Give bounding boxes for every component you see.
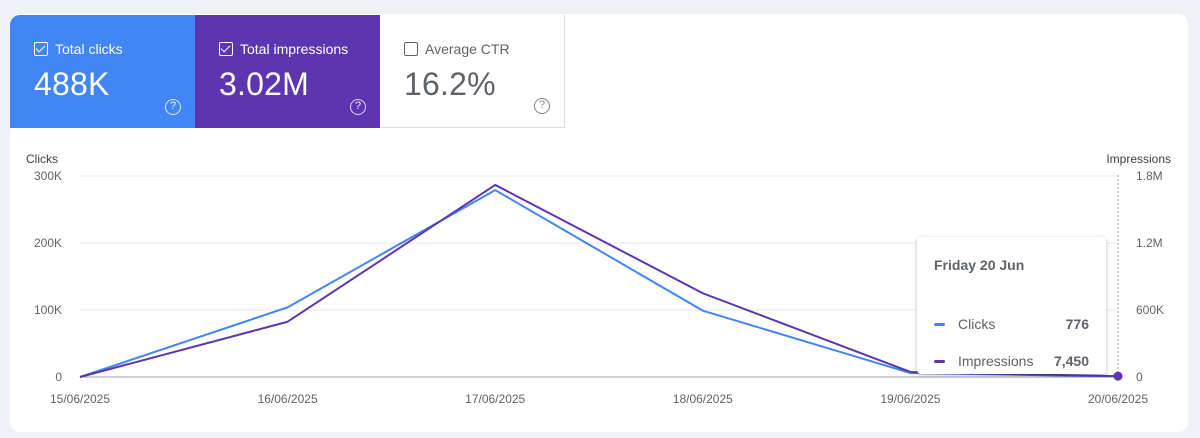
impressions-legend-icon xyxy=(934,359,945,363)
metric-label: Average CTR xyxy=(425,41,510,57)
hover-point-marker xyxy=(1113,371,1123,381)
tooltip-series-value: 776 xyxy=(1065,316,1089,332)
help-icon[interactable]: ? xyxy=(534,98,550,114)
right-axis-tick-label: 600K xyxy=(1136,303,1164,317)
left-axis-title: Clicks xyxy=(26,152,58,166)
x-axis-tick-label: 16/06/2025 xyxy=(258,392,318,406)
metric-label-row: Average CTR xyxy=(404,41,510,57)
right-axis-ticks: 0 600K 1.2M 1.8M xyxy=(1136,169,1164,384)
metric-label-row: Total clicks xyxy=(34,41,123,57)
x-axis-tick-label: 15/06/2025 xyxy=(50,392,110,406)
tooltip-title: Friday 20 Jun xyxy=(934,257,1025,273)
x-axis-tick-label: 19/06/2025 xyxy=(880,392,940,406)
x-axis-tick-label: 18/06/2025 xyxy=(673,392,733,406)
x-axis-ticks: 15/06/2025 16/06/2025 17/06/2025 18/06/2025… xyxy=(50,392,1148,406)
metric-label-row: Total impressions xyxy=(219,41,348,57)
tooltip-row-impressions: Impressions 7,450 xyxy=(934,353,1089,369)
clicks-legend-icon xyxy=(934,322,945,326)
performance-card: Total clicks 488K ? Total impressions 3.… xyxy=(10,14,1188,432)
metric-average-ctr[interactable]: Average CTR 16.2% ? xyxy=(380,15,565,128)
x-axis-tick-label: 20/06/2025 xyxy=(1088,392,1148,406)
metric-label: Total clicks xyxy=(55,41,123,57)
left-axis-tick-label: 0 xyxy=(55,370,62,384)
tooltip-row-clicks: Clicks 776 xyxy=(934,316,1089,332)
right-axis-tick-label: 1.8M xyxy=(1136,169,1163,183)
metric-value: 488K xyxy=(34,66,110,102)
x-axis-tick-label: 17/06/2025 xyxy=(465,392,525,406)
tooltip-series-name: Clicks xyxy=(958,316,996,332)
metric-total-clicks[interactable]: Total clicks 488K ? xyxy=(10,15,195,128)
metric-value: 3.02M xyxy=(219,66,309,102)
left-axis-ticks: 0 100K 200K 300K xyxy=(34,169,62,384)
metric-total-impressions[interactable]: Total impressions 3.02M ? xyxy=(195,15,380,128)
checkbox-checked-icon[interactable] xyxy=(34,42,48,56)
checkbox-unchecked-icon[interactable] xyxy=(404,42,418,56)
tooltip-series-name: Impressions xyxy=(958,353,1034,369)
left-axis-tick-label: 100K xyxy=(34,303,62,317)
help-icon[interactable]: ? xyxy=(165,99,181,115)
left-axis-tick-label: 300K xyxy=(34,169,62,183)
right-axis-title: Impressions xyxy=(1106,152,1171,166)
right-axis-tick-label: 0 xyxy=(1136,370,1143,384)
metric-label: Total impressions xyxy=(240,41,349,57)
metric-value: 16.2% xyxy=(404,66,496,102)
hover-tooltip: Friday 20 Jun Clicks 776 Impressions 7,4… xyxy=(917,237,1106,374)
help-icon[interactable]: ? xyxy=(350,99,366,115)
left-axis-tick-label: 200K xyxy=(34,236,62,250)
tooltip-series-value: 7,450 xyxy=(1053,353,1089,369)
checkbox-checked-icon[interactable] xyxy=(219,42,233,56)
right-axis-tick-label: 1.2M xyxy=(1136,236,1163,250)
metric-tabs: Total clicks 488K ? Total impressions 3.… xyxy=(10,15,565,128)
